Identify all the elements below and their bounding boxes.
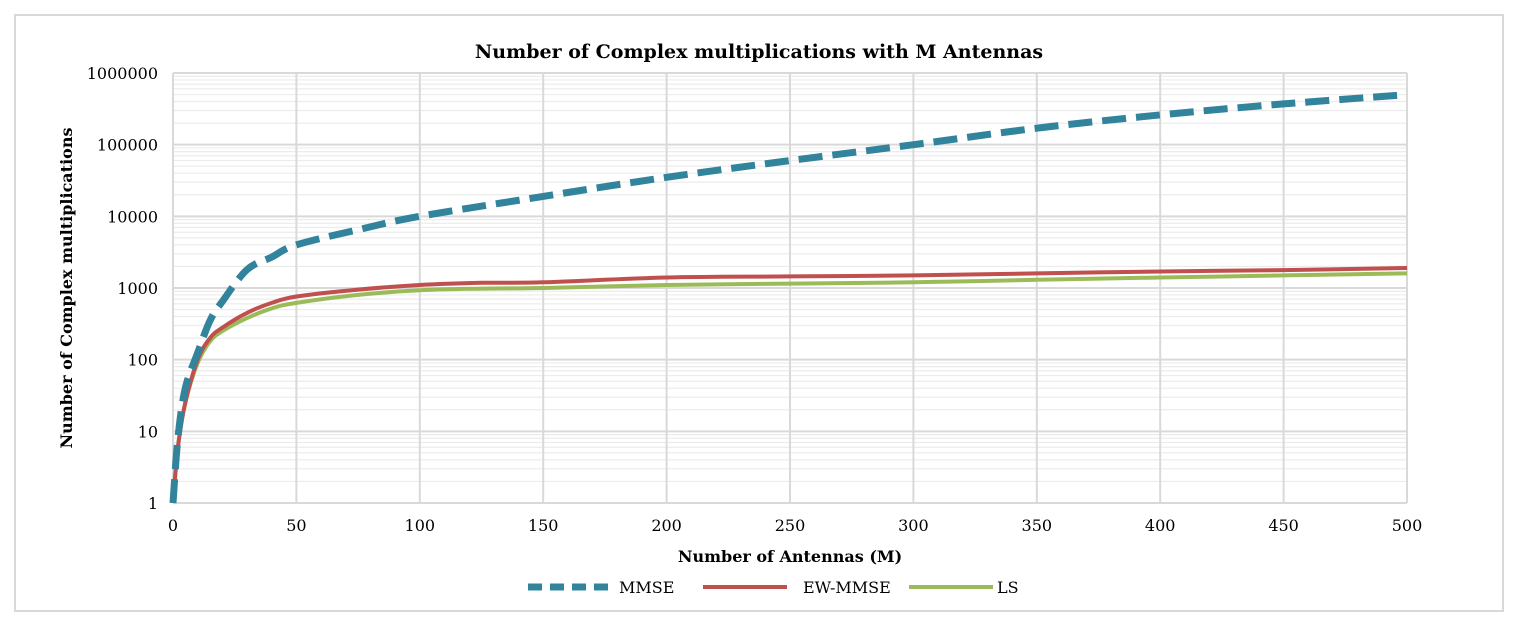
y-tick-label: 10: [138, 422, 158, 441]
legend-label-mmse: MMSE: [619, 578, 674, 597]
x-tick-label: 250: [775, 516, 806, 535]
x-tick-label: 100: [405, 516, 436, 535]
y-tick-label: 1: [148, 494, 158, 513]
y-tick-label: 1000: [117, 279, 158, 298]
x-tick-label: 50: [286, 516, 306, 535]
grid: [172, 72, 1408, 504]
x-tick-label: 400: [1145, 516, 1176, 535]
x-tick-label: 350: [1022, 516, 1053, 535]
x-tick-label: 150: [528, 516, 559, 535]
x-tick-label: 300: [898, 516, 929, 535]
x-tick-label: 450: [1268, 516, 1299, 535]
x-axis-title: Number of Antennas (M): [678, 547, 902, 566]
series-line-ew-mmse: [171, 266, 1408, 504]
series-lines: [169, 91, 1408, 504]
y-tick-label: 1000000: [87, 64, 158, 83]
y-tick-label: 10000: [107, 207, 158, 226]
legend: MMSE EW-MMSE LS: [528, 578, 1019, 597]
y-tick-labels: 1 10 100 1000 10000 100000 1000000: [87, 64, 158, 513]
x-tick-labels: 0 50 100 150 200 250 300 350 400 450 500: [168, 516, 1422, 535]
x-tick-label: 500: [1392, 516, 1423, 535]
x-tick-label: 0: [168, 516, 178, 535]
chart-title: Number of Complex multiplications with M…: [475, 41, 1043, 63]
y-tick-label: 100: [127, 351, 158, 370]
legend-label-ls: LS: [997, 578, 1019, 597]
legend-label-ew-mmse: EW-MMSE: [803, 578, 891, 597]
y-tick-label: 100000: [97, 136, 158, 155]
x-tick-label: 200: [651, 516, 682, 535]
y-axis-title: Number of Complex multiplications: [57, 128, 76, 449]
